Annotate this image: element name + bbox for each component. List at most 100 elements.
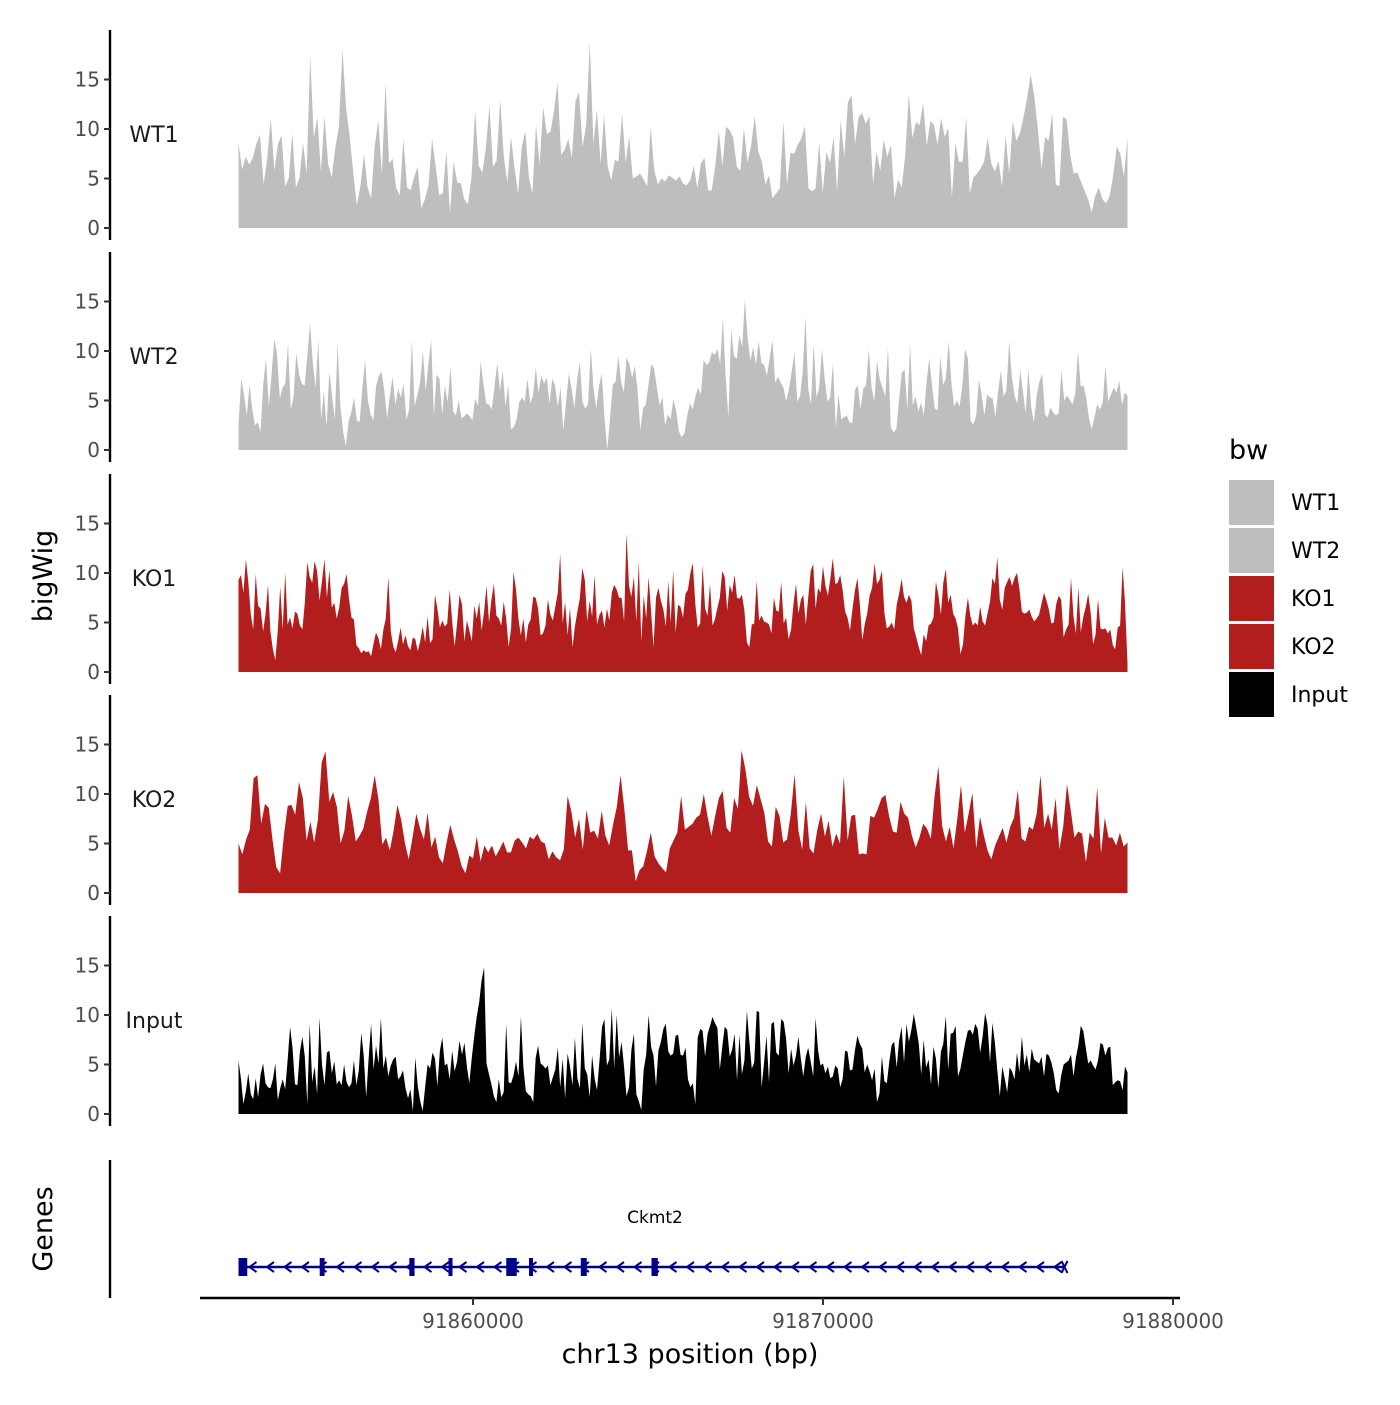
x-tick-label: 91870000 [772, 1309, 874, 1333]
exon-block [529, 1258, 533, 1276]
y-tick-label: 0 [87, 216, 100, 240]
strand-chevron-icon [720, 1261, 730, 1273]
strand-chevron-icon [930, 1261, 940, 1273]
strand-chevron-icon [457, 1261, 468, 1273]
legend-swatch-wt1 [1229, 480, 1274, 525]
y-tick-label: 0 [87, 660, 100, 684]
strand-chevron-icon [702, 1261, 713, 1273]
strand-chevron-icon [1035, 1261, 1045, 1273]
legend-label-wt2: WT2 [1291, 539, 1340, 564]
strand-chevron-icon [282, 1261, 293, 1273]
y-tick-label: 10 [75, 339, 100, 363]
strand-chevron-icon [265, 1261, 275, 1273]
strand-chevron-icon [685, 1261, 695, 1273]
y-tick-label: 5 [87, 167, 100, 191]
strand-chevron-icon [982, 1261, 993, 1273]
strand-chevron-icon [475, 1261, 485, 1273]
exon-block [448, 1258, 453, 1276]
strand-chevron-icon [755, 1261, 765, 1273]
strand-chevron-icon [965, 1261, 975, 1273]
strand-chevron-icon [807, 1261, 818, 1273]
area-series-input [238, 967, 1128, 1114]
y-tick-label: 15 [75, 512, 100, 536]
track-label-ko2: KO2 [132, 788, 177, 813]
gene-name-label: Ckmt2 [627, 1208, 683, 1228]
strand-chevron-icon [545, 1261, 555, 1273]
strand-chevron-icon [790, 1261, 800, 1273]
y-tick-label: 10 [75, 1003, 100, 1027]
gene-end-marker [1060, 1260, 1069, 1274]
strand-chevron-icon [300, 1261, 310, 1273]
legend-label-input: Input [1291, 683, 1348, 708]
strand-chevron-icon [860, 1261, 870, 1273]
track-label-input: Input [126, 1009, 183, 1034]
legend-label-ko1: KO1 [1291, 587, 1336, 612]
legend-swatch-wt2 [1229, 528, 1274, 573]
strand-chevron-icon [562, 1261, 573, 1273]
y-tick-label: 5 [87, 1053, 100, 1077]
strand-chevron-icon [895, 1261, 905, 1273]
strand-chevron-icon [667, 1261, 678, 1273]
strand-chevron-icon [440, 1261, 450, 1273]
y-tick-label: 15 [75, 290, 100, 314]
strand-chevron-icon [492, 1261, 503, 1273]
legend-swatch-ko2 [1229, 624, 1274, 669]
area-series-wt1 [238, 41, 1128, 229]
strand-chevron-icon [1052, 1261, 1063, 1273]
y-tick-label: 5 [87, 611, 100, 635]
strand-chevron-icon [947, 1261, 958, 1273]
x-tick-label: 91880000 [1122, 1309, 1224, 1333]
legend-swatch-ko1 [1229, 576, 1274, 621]
exon-block [651, 1258, 658, 1276]
strand-chevron-icon [772, 1261, 783, 1273]
y-tick-label: 0 [87, 1102, 100, 1126]
legend-title: bw [1229, 435, 1268, 466]
y-tick-label: 15 [75, 954, 100, 978]
legend-swatch-input [1229, 672, 1274, 717]
area-series-wt2 [238, 299, 1128, 450]
legend-label-ko2: KO2 [1291, 635, 1336, 660]
strand-chevron-icon [247, 1261, 258, 1273]
area-series-ko1 [238, 533, 1128, 672]
area-series-ko2 [238, 750, 1128, 893]
strand-chevron-icon [632, 1261, 643, 1273]
strand-chevron-icon [1000, 1261, 1010, 1273]
y-tick-label: 10 [75, 117, 100, 141]
strand-chevron-icon [387, 1261, 398, 1273]
strand-chevron-icon [370, 1261, 380, 1273]
exon-block [506, 1258, 517, 1276]
strand-chevron-icon [615, 1261, 625, 1273]
legend-label-wt1: WT1 [1291, 491, 1340, 516]
strand-chevron-icon [422, 1261, 433, 1273]
strand-chevron-icon [597, 1261, 608, 1273]
y-tick-label: 15 [75, 733, 100, 757]
y-tick-label: 5 [87, 832, 100, 856]
track-label-ko1: KO1 [132, 567, 177, 592]
strand-chevron-icon [825, 1261, 835, 1273]
strand-chevron-icon [352, 1261, 363, 1273]
x-tick-label: 91860000 [422, 1309, 524, 1333]
strand-chevron-icon [737, 1261, 748, 1273]
strand-chevron-icon [877, 1261, 888, 1273]
y-tick-label: 15 [75, 68, 100, 92]
exon-block [238, 1258, 248, 1276]
exon-block [409, 1258, 415, 1276]
strand-chevron-icon [335, 1261, 345, 1273]
y-axis-title: bigWig [28, 530, 59, 623]
genes-axis-title: Genes [28, 1186, 59, 1271]
y-tick-label: 5 [87, 389, 100, 413]
strand-chevron-icon [842, 1261, 853, 1273]
exon-block [580, 1258, 587, 1276]
strand-chevron-icon [912, 1261, 923, 1273]
y-tick-label: 0 [87, 881, 100, 905]
track-label-wt2: WT2 [129, 345, 178, 370]
x-axis-title: chr13 position (bp) [562, 1339, 819, 1370]
strand-chevron-icon [1017, 1261, 1028, 1273]
track-label-wt1: WT1 [129, 123, 178, 148]
y-tick-label: 0 [87, 438, 100, 462]
y-tick-label: 10 [75, 782, 100, 806]
y-tick-label: 10 [75, 561, 100, 585]
exon-block [319, 1258, 325, 1276]
